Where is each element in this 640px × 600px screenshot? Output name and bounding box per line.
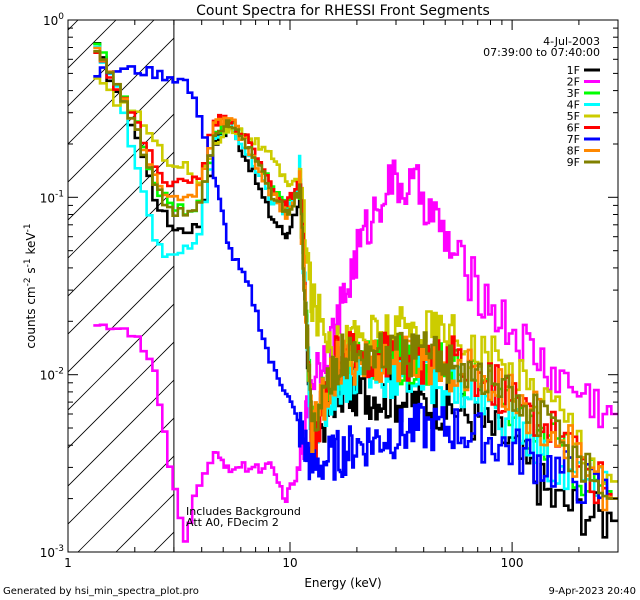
x-tick-label: 10 <box>282 556 297 570</box>
hatch-line <box>115 493 174 552</box>
y-tick-label: 100 <box>43 12 64 28</box>
legend-label-6F: 6F <box>567 122 580 135</box>
y-tick-label: 10-3 <box>40 544 64 560</box>
y-tick-label: 10-1 <box>40 189 64 205</box>
hatch-line <box>68 189 174 297</box>
annotation-background: Includes Background <box>186 505 301 518</box>
x-axis-label: Energy (keV) <box>304 576 381 590</box>
hatch-line <box>68 417 174 525</box>
hatch-line <box>68 75 174 183</box>
legend-label-7F: 7F <box>567 133 580 146</box>
y-tick-label: 10-2 <box>40 367 64 383</box>
series-line-7F <box>93 65 618 504</box>
legend-label-4F: 4F <box>567 99 580 112</box>
legend-label-5F: 5F <box>567 110 580 123</box>
legend-label-9F: 9F <box>567 156 580 169</box>
y-axis-label: counts cm-2 s-1 keV-1 <box>23 223 38 348</box>
footer-generator: Generated by hsi_min_spectra_plot.pro <box>3 586 199 597</box>
chart-title: Count Spectra for RHESSI Front Segments <box>196 3 490 19</box>
hatched-excluded-region <box>68 20 174 552</box>
y-axis-tick-labels: 100 10-1 10-2 10-3 <box>40 12 65 560</box>
hatch-line <box>68 20 155 107</box>
footer-timestamp: 9-Apr-2023 20:40 <box>549 586 636 597</box>
legend-label-1F: 1F <box>567 64 580 77</box>
series-lines <box>93 42 618 543</box>
x-axis-tick-labels: 1 10 100 <box>64 556 523 570</box>
hatch-line <box>68 37 174 145</box>
hatch-line <box>68 227 174 335</box>
legend-label-8F: 8F <box>567 145 580 158</box>
series-line-1F <box>93 42 618 539</box>
legend-label-2F: 2F <box>567 76 580 89</box>
x-tick-label: 1 <box>64 556 72 570</box>
time-range-label: 07:39:00 to 07:40:00 <box>483 46 600 59</box>
hatch-line <box>68 379 174 487</box>
hatch-line <box>68 20 79 31</box>
hatch-line <box>77 455 174 552</box>
legend-label-3F: 3F <box>567 87 580 100</box>
hatch-line <box>68 303 174 411</box>
series-line-9F <box>93 50 618 500</box>
x-axis-ticks <box>67 20 619 552</box>
y-axis-ticks <box>68 19 618 553</box>
hatch-line <box>68 265 174 373</box>
x-tick-label: 100 <box>501 556 524 570</box>
plot-frame <box>67 19 619 553</box>
date-label: 4-Jul-2003 <box>543 35 600 48</box>
series-line-5F <box>93 77 618 485</box>
series-line-2F <box>93 159 618 543</box>
annotation-attenuator: Att A0, FDecim 2 <box>186 516 279 529</box>
